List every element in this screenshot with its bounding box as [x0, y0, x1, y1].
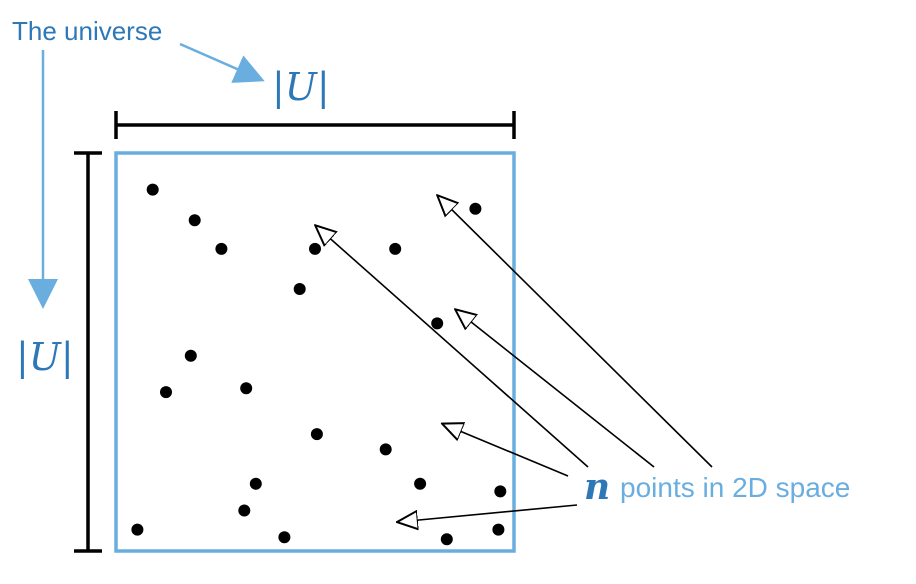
pointer-arrow [438, 196, 713, 468]
points-caption-var: n [584, 466, 610, 508]
pointer-arrow [316, 226, 589, 468]
data-point [469, 202, 482, 215]
universe-to-width-arrow [179, 42, 265, 83]
data-point [494, 485, 507, 498]
data-point [389, 242, 402, 255]
pointer-arrows [316, 196, 713, 522]
data-point [492, 523, 505, 536]
data-point [309, 242, 321, 255]
data-point [310, 428, 323, 441]
data-point [131, 523, 144, 536]
data-point [440, 533, 453, 546]
pointer-arrow [443, 424, 569, 477]
data-point [215, 242, 228, 255]
data-point [238, 504, 251, 517]
width-label: |U| [272, 65, 330, 109]
data-point [431, 317, 444, 330]
data-point [188, 214, 201, 227]
data-point [184, 349, 197, 362]
data-point [293, 283, 306, 295]
data-point [278, 531, 291, 544]
height-label: |U| [16, 335, 74, 379]
pointer-arrow [456, 310, 655, 468]
universe-square [114, 151, 516, 553]
data-point [414, 477, 427, 490]
data-point [240, 382, 253, 395]
data-point [249, 477, 262, 490]
points-caption: points in 2D space [620, 472, 850, 503]
points-layer [131, 183, 507, 546]
data-point [160, 386, 172, 399]
data-point [379, 443, 392, 456]
pointer-arrow [398, 504, 578, 522]
height-dimension-bar [74, 151, 102, 553]
universe-caption: The universe [12, 16, 162, 46]
width-dimension-bar [114, 111, 516, 139]
data-point [146, 183, 159, 196]
